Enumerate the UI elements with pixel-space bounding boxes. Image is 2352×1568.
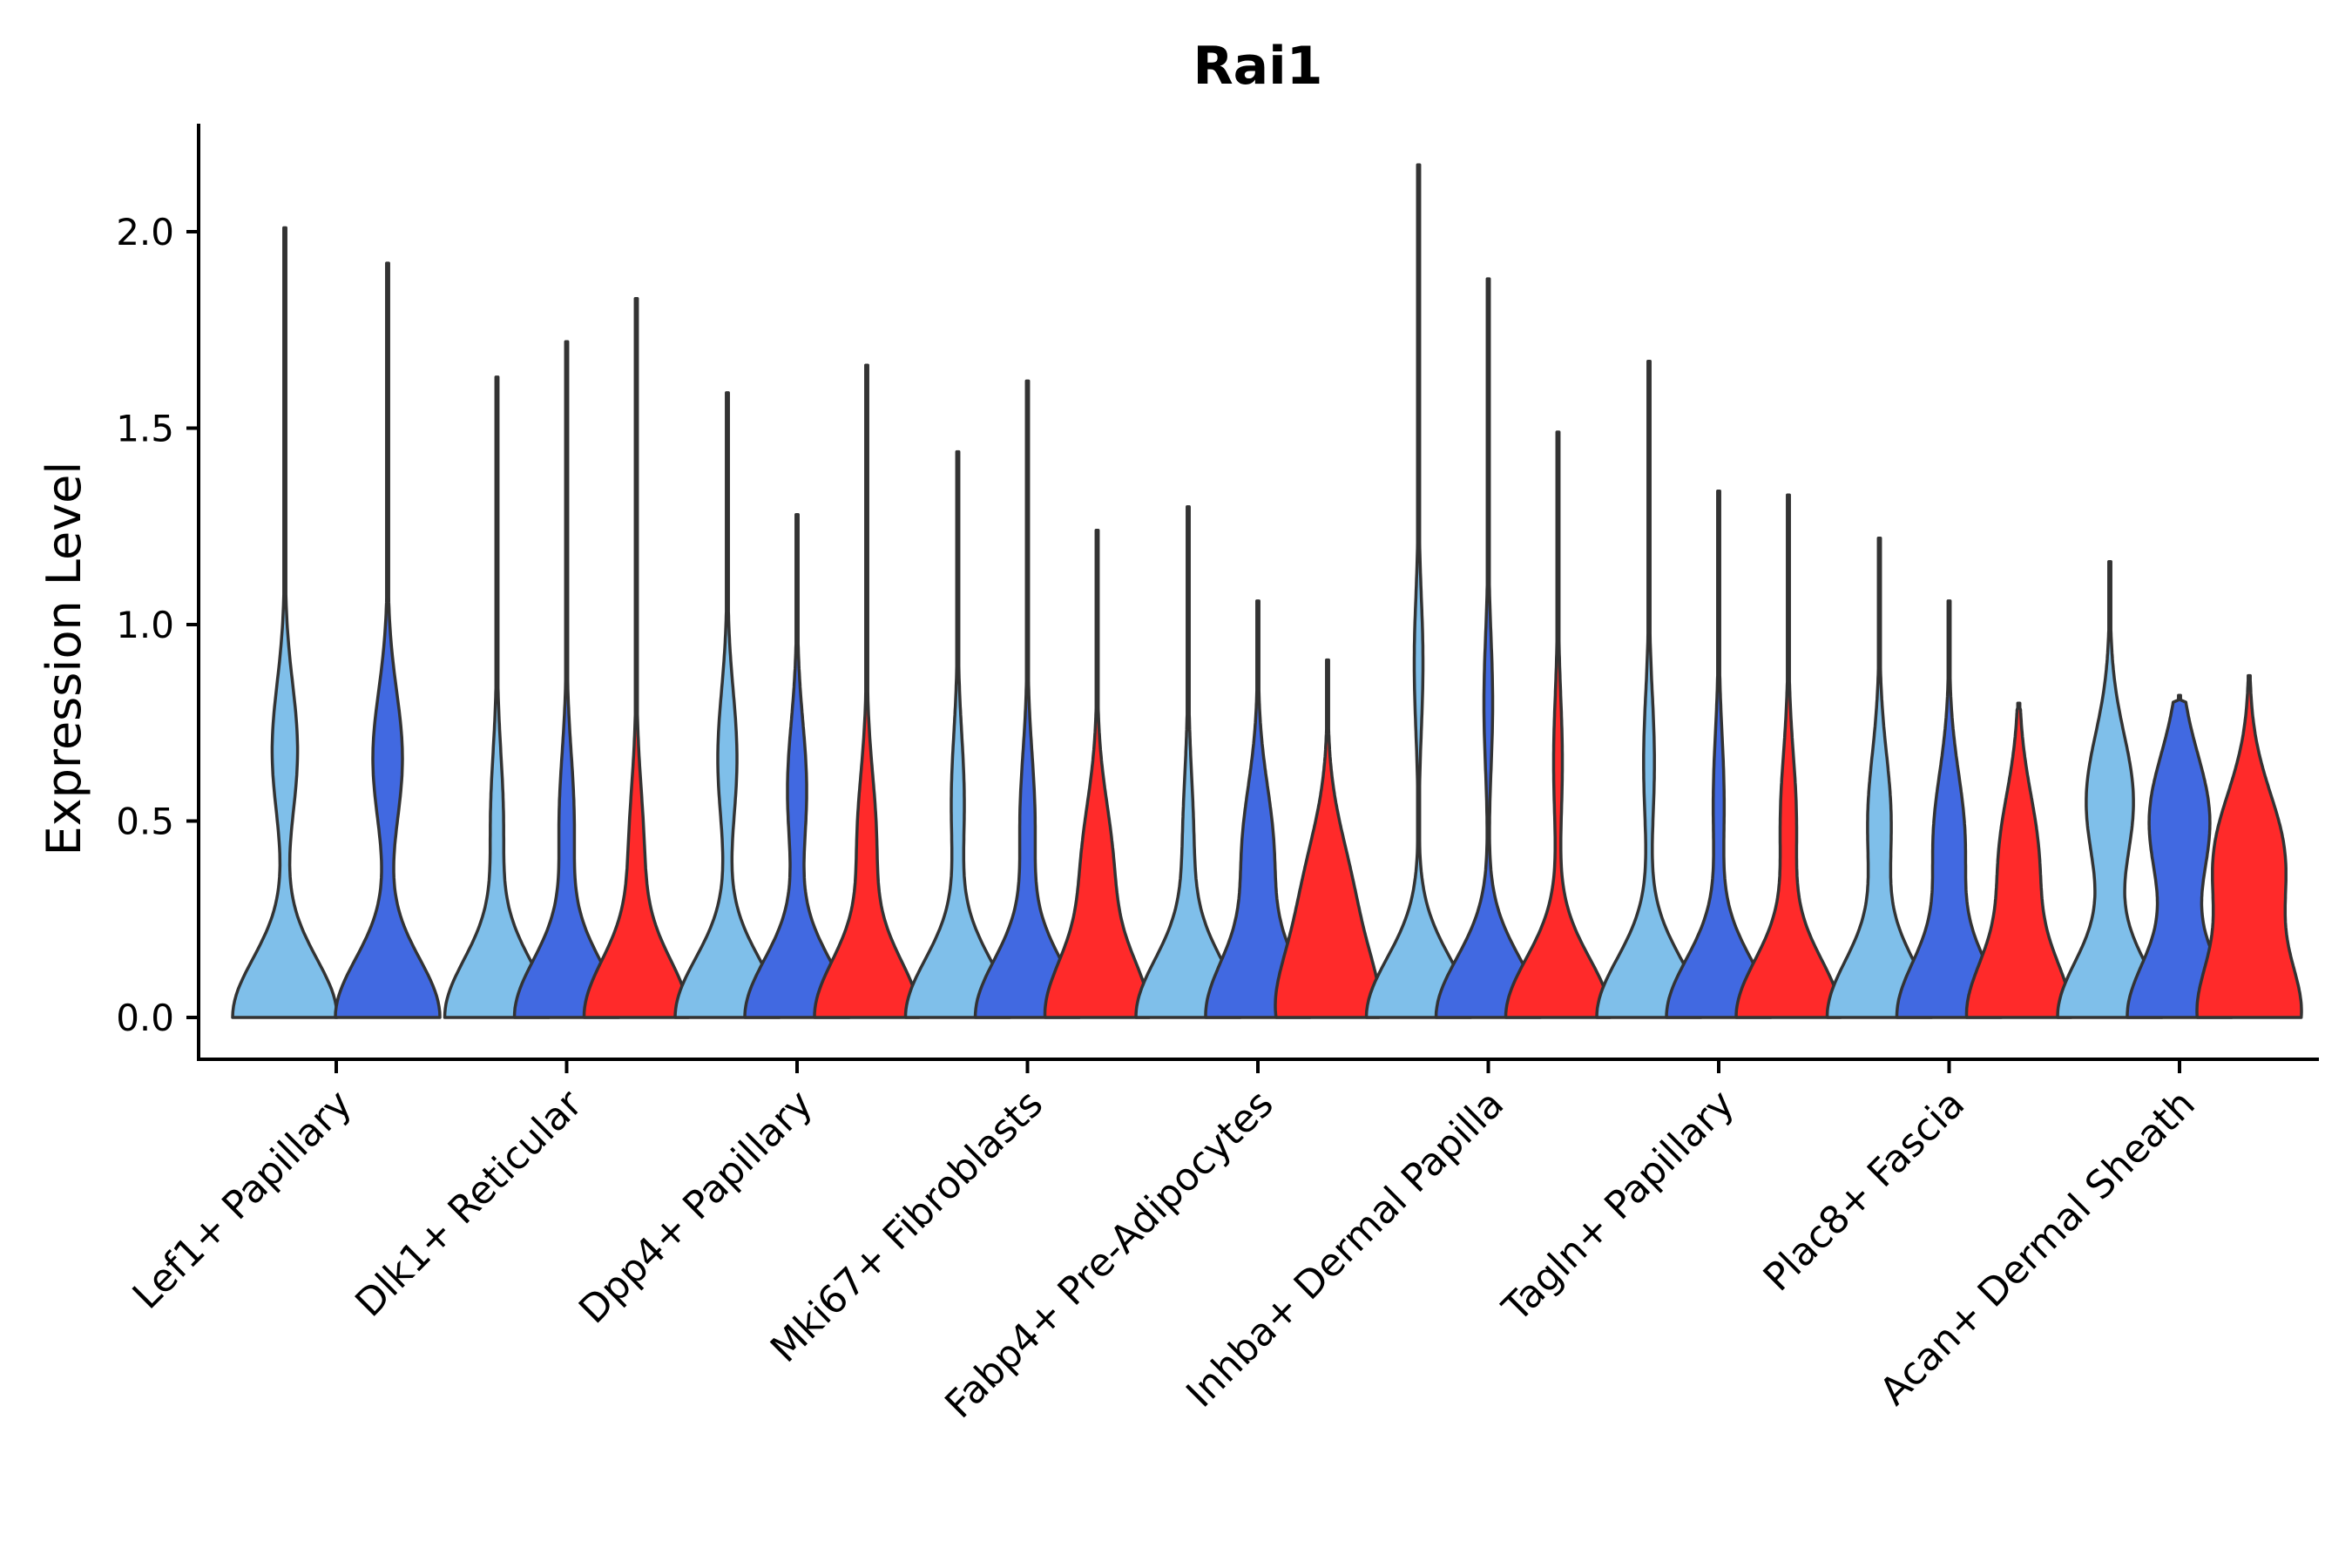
y-tick-label: 0.5 <box>116 801 174 843</box>
violin-7-3 <box>1734 493 1842 1019</box>
violin-5-2 <box>1204 599 1312 1019</box>
y-tick-label: 0.0 <box>116 997 174 1039</box>
violin-6-3 <box>1504 430 1612 1019</box>
violins-group <box>231 163 2303 1019</box>
violin-9-3 <box>2195 673 2303 1019</box>
violin-2-1 <box>443 375 551 1019</box>
violin-8-3 <box>1964 701 2073 1019</box>
violin-4-3 <box>1043 529 1152 1019</box>
y-tick-label: 1.5 <box>116 408 174 450</box>
violin-2-2 <box>512 340 621 1019</box>
violin-6-2 <box>1434 277 1543 1019</box>
violin-8-2 <box>1895 599 2004 1019</box>
violin-5-3 <box>1274 658 1382 1019</box>
violin-1-2 <box>334 261 442 1019</box>
y-tick-label: 2.0 <box>116 211 174 253</box>
y-ticks-group: 0.0 0.5 1.0 1.5 2.0 <box>116 211 199 1039</box>
violin-9-1 <box>2056 560 2164 1019</box>
violin-1-1 <box>231 226 339 1019</box>
y-axis-label: Expression Level <box>37 462 91 856</box>
x-tick-label: Lef1+ Papillary <box>125 1082 361 1318</box>
violin-2-3 <box>582 296 691 1019</box>
x-tick-label: Tagln+ Papillary <box>1494 1082 1743 1331</box>
violin-7-2 <box>1665 489 1773 1019</box>
x-tick-label: Dlk1+ Reticular <box>347 1081 591 1326</box>
violin-4-2 <box>973 379 1082 1019</box>
violin-3-1 <box>673 391 781 1019</box>
violin-8-1 <box>1825 537 1934 1019</box>
violin-3-3 <box>813 363 921 1019</box>
chart-title: Rai1 <box>1193 36 1322 97</box>
y-tick-label: 1.0 <box>116 604 174 646</box>
x-tick-label: Plac8+ Fascia <box>1755 1082 1974 1301</box>
violin-5-1 <box>1134 504 1242 1019</box>
violin-9-2 <box>2126 693 2234 1019</box>
violin-6-1 <box>1364 163 1473 1019</box>
violin-7-1 <box>1595 360 1703 1019</box>
violin-4-1 <box>903 449 1012 1019</box>
violin-3-2 <box>743 512 851 1019</box>
x-tick-label: Dpp4+ Papillary <box>571 1082 821 1333</box>
